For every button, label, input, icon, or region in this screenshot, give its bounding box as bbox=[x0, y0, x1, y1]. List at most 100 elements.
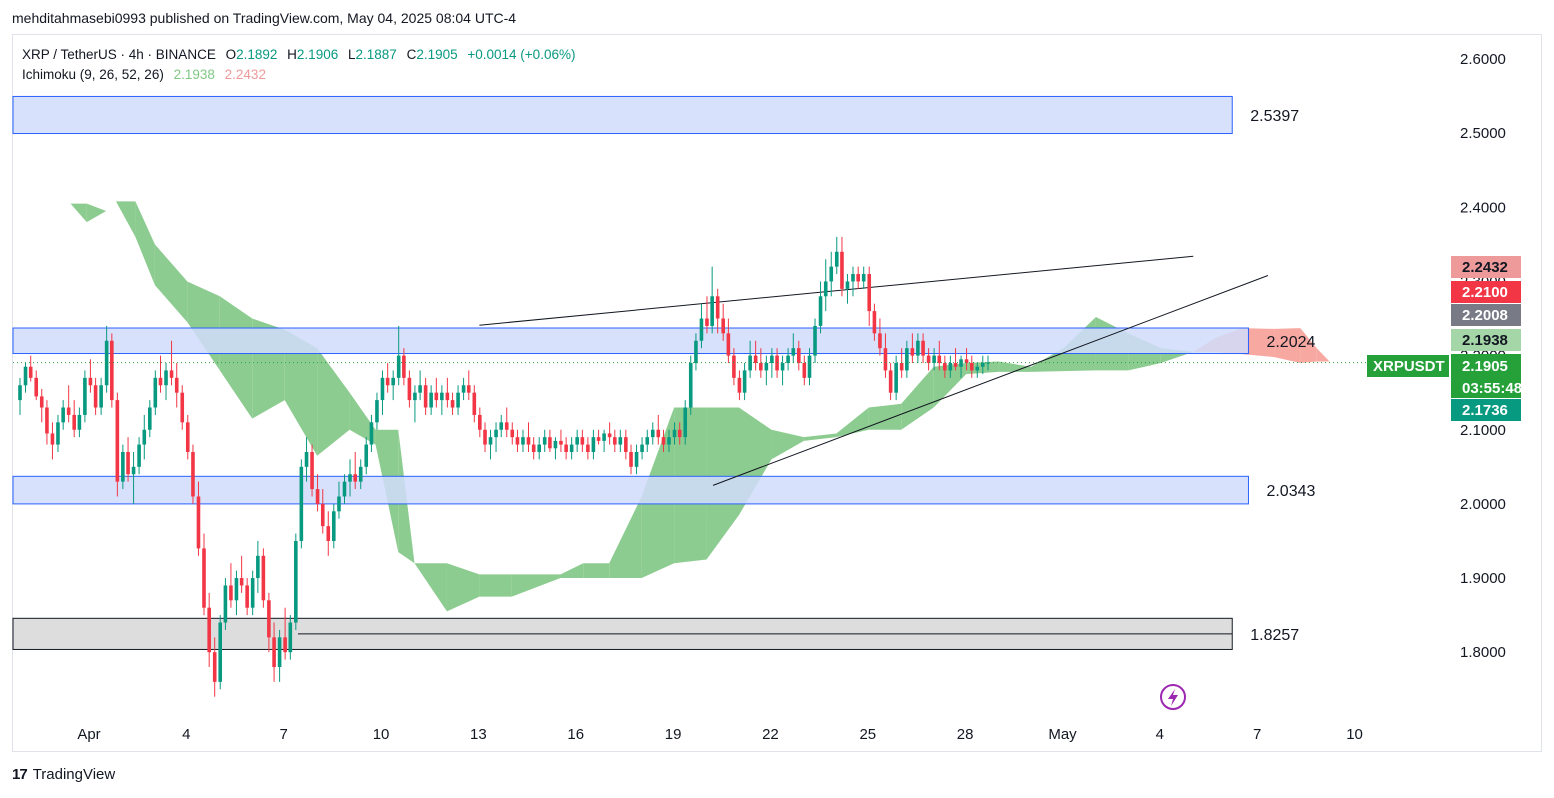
bull-candle bbox=[456, 385, 460, 415]
price-tag-text: 2.1736 bbox=[1462, 402, 1508, 419]
bull-candle bbox=[23, 363, 28, 393]
cloud-bull-segment bbox=[998, 361, 1032, 372]
candle-body bbox=[613, 437, 617, 445]
candle-body bbox=[348, 474, 352, 482]
candle-body bbox=[742, 370, 747, 393]
candlesticks bbox=[13, 236, 1368, 697]
candle-body bbox=[191, 451, 195, 497]
bear-candle bbox=[564, 437, 568, 460]
change-value: +0.0014 (+0.06%) bbox=[467, 47, 576, 62]
candle-body bbox=[142, 429, 147, 445]
bull-candle bbox=[337, 481, 341, 519]
bull-candle bbox=[56, 414, 60, 452]
bull-candle bbox=[396, 325, 401, 386]
candle-body bbox=[737, 377, 742, 393]
candle-body bbox=[223, 585, 228, 623]
bear-candle bbox=[202, 533, 206, 616]
candle-body bbox=[813, 325, 817, 356]
candle-body bbox=[683, 407, 688, 438]
candle-body bbox=[580, 437, 585, 445]
bull-candle bbox=[304, 437, 309, 482]
price-tag: 2.1736 bbox=[1451, 399, 1521, 421]
candle-body bbox=[596, 437, 601, 441]
blue-zone bbox=[12, 95, 1233, 135]
candle-body bbox=[104, 340, 109, 386]
candle-body bbox=[110, 340, 114, 401]
countdown-text: 03:55:48 bbox=[1462, 380, 1522, 397]
candle-body bbox=[423, 385, 428, 408]
candle-body bbox=[624, 437, 628, 452]
candle-body bbox=[23, 366, 28, 386]
price-tag: 2.1938 bbox=[1451, 329, 1521, 351]
bull-candle bbox=[575, 429, 579, 452]
candle-body bbox=[640, 444, 644, 452]
cloud-bull-segment bbox=[317, 348, 350, 456]
bear-candle bbox=[320, 489, 325, 534]
indicator-label[interactable]: Ichimoku (9, 26, 52, 26) bbox=[22, 67, 164, 82]
brand-name: TradingView bbox=[32, 766, 116, 783]
candle-body bbox=[72, 414, 76, 430]
bull-candle bbox=[770, 348, 774, 378]
price-tag: 2.2100 bbox=[1451, 281, 1521, 303]
bear-candle bbox=[385, 363, 390, 393]
candle-body bbox=[553, 440, 558, 449]
bear-candle bbox=[402, 348, 406, 386]
ichimoku-a-value: 2.1938 bbox=[173, 67, 215, 82]
bear-candle bbox=[50, 422, 55, 460]
cloud-bull-segment bbox=[154, 244, 188, 323]
candle-body bbox=[921, 340, 925, 356]
candle-body bbox=[872, 311, 877, 334]
candle-body bbox=[510, 429, 515, 438]
candle-body bbox=[548, 437, 552, 449]
bear-candle bbox=[207, 592, 211, 668]
price-tag: 2.1905 03:55:48 XRPUSDT bbox=[1367, 354, 1522, 398]
low-label: L bbox=[347, 47, 356, 62]
candle-body bbox=[39, 396, 44, 408]
price-tag-bg bbox=[1451, 281, 1521, 303]
symbol-label[interactable]: XRP / TetherUS · 4h · BINANCE bbox=[22, 47, 216, 62]
candle-body bbox=[126, 451, 130, 475]
bear-candle bbox=[596, 429, 601, 445]
candle-body bbox=[45, 407, 49, 434]
candle-body bbox=[267, 600, 271, 638]
lightning-icon[interactable] bbox=[1160, 684, 1186, 710]
time-tick-label: 10 bbox=[1346, 726, 1363, 743]
blue-zone bbox=[12, 327, 1249, 355]
price-tick-label: 2.5000 bbox=[1460, 125, 1506, 142]
bear-candle bbox=[580, 429, 585, 452]
candle-body bbox=[353, 474, 358, 482]
cloud-bull-segment bbox=[398, 429, 415, 564]
bear-candle bbox=[510, 422, 515, 445]
candle-body bbox=[878, 333, 882, 349]
bear-candle bbox=[661, 429, 666, 452]
chart-frame[interactable] bbox=[12, 34, 1542, 752]
candle-body bbox=[56, 422, 60, 445]
candle-body bbox=[883, 348, 888, 371]
candle-body bbox=[499, 422, 504, 430]
footer-brand[interactable]: 17 TradingView bbox=[12, 766, 115, 783]
bull-candle bbox=[980, 355, 985, 375]
bear-candle bbox=[191, 444, 195, 504]
cloud-bull-segment bbox=[86, 203, 107, 223]
candle-body bbox=[948, 363, 953, 371]
bear-candle bbox=[753, 340, 758, 371]
bear-candle bbox=[478, 407, 482, 438]
price-tag-bg bbox=[1451, 256, 1521, 278]
candle-body bbox=[28, 366, 33, 378]
candle-body bbox=[634, 451, 639, 467]
candle-body bbox=[688, 363, 693, 408]
candle-body bbox=[66, 407, 71, 415]
candle-body bbox=[385, 377, 390, 386]
bull-candle bbox=[61, 400, 65, 430]
bear-candle bbox=[445, 377, 450, 408]
cloud-bull-segment bbox=[933, 363, 967, 408]
tradingview-logo-icon: 17 bbox=[12, 766, 28, 783]
bull-candle bbox=[104, 325, 109, 393]
bear-candle bbox=[953, 348, 958, 371]
bear-candle bbox=[969, 355, 974, 378]
price-tag-text: 2.2432 bbox=[1462, 259, 1508, 276]
cloud-bull-segment bbox=[868, 403, 902, 430]
candle-body bbox=[834, 251, 839, 267]
bear-candle bbox=[450, 392, 455, 415]
